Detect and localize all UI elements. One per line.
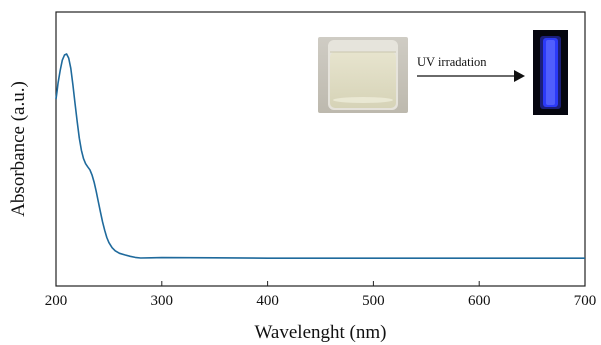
inset-arrow (417, 70, 525, 82)
inset-after-photo (533, 30, 568, 115)
x-tick-label: 300 (151, 293, 174, 309)
x-axis-ticks: 200 300 400 500 600 700 (45, 281, 597, 309)
x-axis-title: Wavelenght (nm) (255, 322, 387, 343)
y-axis-title: Absorbance (a.u.) (8, 81, 29, 217)
series-layer (55, 53, 585, 259)
x-tick-label: 600 (468, 293, 491, 309)
inset-annotation: UV irradation (417, 55, 487, 69)
x-tick-label: 400 (256, 293, 279, 309)
x-tick-label: 500 (362, 293, 385, 309)
inset-before-photo (318, 37, 408, 113)
x-tick-label: 200 (45, 293, 68, 309)
absorbance-line (55, 53, 585, 259)
x-tick-label: 700 (574, 293, 597, 309)
plot-frame (55, 11, 586, 287)
